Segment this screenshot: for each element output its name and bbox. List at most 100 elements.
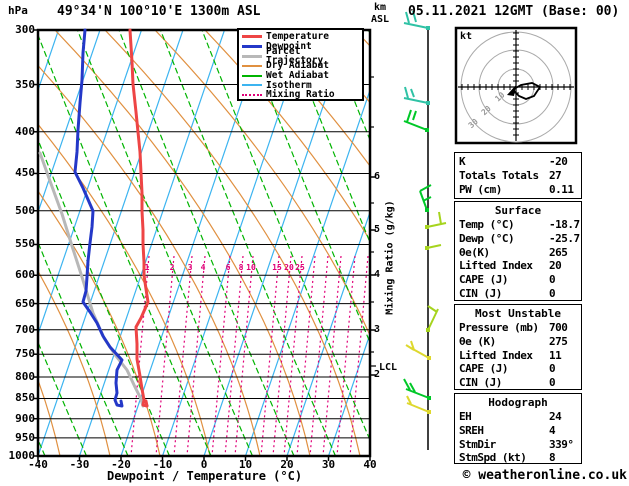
mixing-ratio-value-label: 15 — [272, 263, 282, 272]
panel-row: StmDir 339° — [455, 438, 581, 452]
panel-row-value: 0 — [549, 376, 556, 390]
panel-row: Dewp (°C) -25.7 — [455, 232, 581, 246]
pressure-tick-label: 600 — [15, 268, 35, 282]
temperature-tick-label: 0 — [200, 458, 208, 471]
mixing-ratio-value-label: 1 — [144, 263, 150, 272]
most-unstable-panel-title: Most Unstable — [474, 307, 562, 320]
mixing-ratio-value-label: 10 — [246, 263, 256, 272]
panel-row-value: 275 — [549, 334, 568, 348]
panel-row: CIN (J) 0 — [455, 287, 581, 301]
panel-row-label: K — [459, 155, 466, 168]
stability-indices-panel: K -20 Totals Totals 27 PW (cm) 0.11 — [454, 152, 582, 199]
panel-row-value: 24 — [549, 410, 562, 423]
pressure-tick-label: 950 — [15, 430, 35, 444]
dewpoint-curve — [73, 28, 124, 408]
panel-row-label: EH — [459, 410, 472, 423]
panel-row-value: 0.11 — [549, 182, 574, 196]
panel-row: Lifted Index 11 — [455, 349, 581, 363]
panel-row-label: PW (cm) — [459, 182, 502, 196]
panel-row-value: 20 — [549, 259, 562, 273]
temperature-tick-label: -30 — [69, 458, 90, 471]
pressure-tick-label: 550 — [15, 237, 35, 251]
temperature-curve — [128, 28, 150, 408]
panel-row-label: CAPE (J) — [459, 273, 508, 287]
panel-row-label: StmSpd (kt) — [459, 451, 527, 465]
surface-panel-title: Surface — [494, 204, 542, 217]
panel-row-value: -20 — [549, 155, 568, 168]
most-unstable-panel: Most Unstable Pressure (mb) 700 θe (K) 275 L… — [454, 304, 582, 390]
wind-barbs — [403, 10, 447, 414]
panel-row-label: Temp (°C) — [459, 218, 515, 231]
legend-line-sample — [242, 84, 262, 87]
km-tick-label: 5 — [374, 224, 381, 235]
altitude-unit-km: km — [374, 2, 387, 13]
mixing-ratio-axis-label: Mixing Ratio (g/kg) — [384, 200, 396, 315]
pressure-tick-label: 500 — [15, 203, 35, 217]
legend-item-label: Wet Adiabat — [266, 70, 329, 82]
station-title: 49°34'N 100°10'E 1300m ASL — [57, 4, 261, 19]
pressure-tick-label: 900 — [15, 411, 35, 425]
panel-row: θe(K) 265 — [455, 246, 581, 260]
panel-row-label: θe(K) — [459, 245, 490, 259]
panel-row: Lifted Index 20 — [455, 259, 581, 273]
parcel-trajectory-curve — [38, 151, 145, 408]
panel-row: SREH 4 — [455, 424, 581, 438]
legend-item: Isotherm — [242, 80, 362, 90]
legend-item: Dry Adiabat — [242, 61, 362, 71]
panel-row-value: 265 — [549, 245, 568, 259]
legend-item: Dewpoint — [242, 42, 362, 52]
legend-line-sample — [242, 35, 262, 39]
panel-row: θe (K) 275 — [455, 335, 581, 349]
pressure-tick-label: 650 — [15, 296, 35, 310]
legend-item: Temperature — [242, 32, 362, 42]
panel-row-label: CAPE (J) — [459, 362, 508, 376]
pressure-tick-label: 800 — [15, 370, 35, 384]
legend-item-label: Mixing Ratio — [266, 89, 335, 101]
panel-row-label: Dewp (°C) — [459, 231, 515, 245]
pressure-unit-label: hPa — [8, 4, 28, 17]
legend-item: Parcel Trajectory — [242, 47, 362, 65]
panel-row: Pressure (mb) 700 — [455, 321, 581, 335]
pressure-tick-label: 850 — [15, 391, 35, 405]
mixing-ratio-value-label: 20 — [284, 263, 294, 272]
panel-row-label: CIN (J) — [459, 376, 502, 390]
km-tick-label: 3 — [374, 324, 381, 335]
km-tick-label: 2 — [374, 369, 381, 380]
pressure-tick-label: 400 — [15, 124, 35, 138]
panel-row-value: 0 — [549, 362, 556, 376]
panel-row-label: SREH — [459, 423, 484, 437]
mixing-ratio-value-label: 6 — [225, 263, 231, 272]
pressure-tick-label: 750 — [15, 347, 35, 361]
panel-row-value: 0 — [549, 273, 556, 287]
panel-row: CAPE (J) 0 — [455, 362, 581, 376]
hodograph-trace-arrow — [507, 85, 516, 96]
legend-line-sample — [242, 74, 262, 77]
hodograph-panel-title: Hodograph — [488, 396, 548, 409]
pressure-tick-label: 350 — [15, 77, 35, 91]
hodograph-unit-label: kt — [460, 31, 473, 42]
temperature-tick-label: -40 — [28, 458, 48, 471]
legend-item: Wet Adiabat — [242, 71, 362, 81]
panel-row-label: θe (K) — [459, 334, 496, 348]
legend-item-label: Isotherm — [266, 79, 312, 91]
legend-box: Temperature Dewpoint Parcel Trajectory Dry … — [237, 28, 364, 101]
pressure-tick-label: 450 — [15, 166, 35, 180]
pressure-tick-label: 300 — [15, 23, 35, 36]
panel-row: Totals Totals 27 — [455, 169, 581, 183]
panel-row: CAPE (J) 0 — [455, 273, 581, 287]
temperature-tick-label: 20 — [280, 458, 294, 471]
legend-item-label: Temperature — [266, 31, 329, 43]
mixing-ratio-value-label: 3 — [187, 263, 193, 272]
temperature-tick-label: 30 — [321, 458, 336, 471]
panel-row-value: -25.7 — [549, 231, 580, 245]
temperature-tick-label: 40 — [363, 458, 377, 471]
legend-line-sample — [242, 45, 262, 49]
legend-item-label: Parcel Trajectory — [266, 46, 324, 67]
mixing-ratio-value-label: 2 — [169, 263, 175, 272]
panel-row-value: 11 — [549, 348, 562, 362]
temperature-tick-label: 10 — [238, 458, 253, 471]
panel-row: K -20 — [455, 155, 581, 169]
legend-line-sample — [242, 54, 262, 58]
